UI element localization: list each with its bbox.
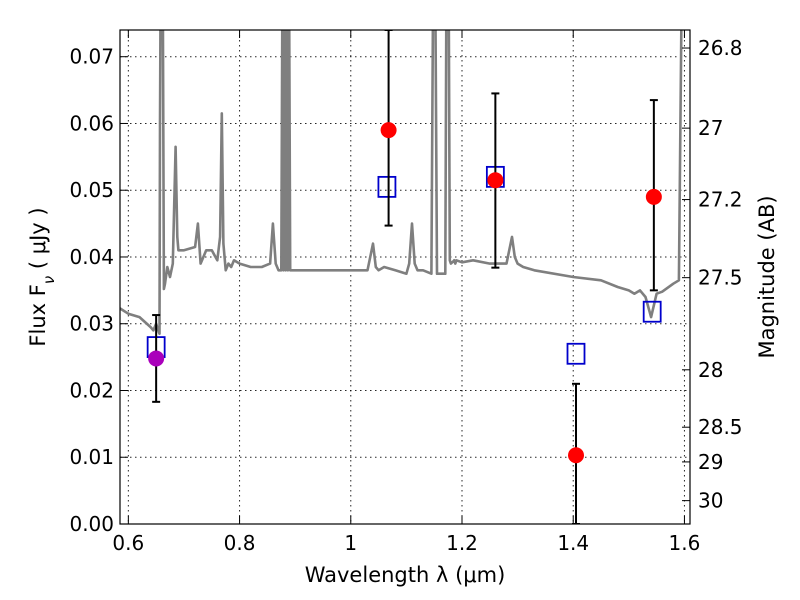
model-box — [566, 342, 586, 365]
right-tick-label: 27 — [698, 116, 723, 140]
right-tick-label: 27.2 — [698, 188, 743, 212]
model-box — [377, 175, 397, 198]
y-tick-label: 0.04 — [69, 245, 114, 269]
model-spectrum-line — [120, 30, 683, 336]
y-tick-label: 0.03 — [69, 312, 114, 336]
y-axis-left: 0.00 0.01 0.02 0.03 0.04 0.05 0.06 0.07 — [69, 45, 128, 536]
y-tick-label: 0.02 — [69, 378, 114, 402]
plot-frame — [119, 29, 691, 525]
x-tick-label: 1.6 — [669, 531, 701, 555]
y-tick-label: 0.07 — [69, 45, 114, 69]
y-tick-label: 0.01 — [69, 445, 114, 469]
x-axis-label: Wavelength λ (μm) — [305, 563, 506, 587]
x-tick-label: 1.2 — [446, 531, 478, 555]
observed-point — [568, 447, 584, 464]
y-axis-label-subscript: ν — [40, 276, 58, 284]
right-tick-label: 28 — [698, 358, 723, 382]
x-tick-label: 1 — [344, 531, 357, 555]
observed-point — [487, 172, 504, 189]
right-tick-label: 30 — [698, 489, 723, 513]
y-tick-label: 0.05 — [69, 178, 114, 202]
observed-points — [148, 122, 662, 464]
x-tick-label: 0.8 — [224, 531, 256, 555]
x-tick-label: 0.6 — [112, 531, 144, 555]
right-tick-label: 28.5 — [698, 415, 743, 439]
observed-point — [645, 188, 662, 205]
y-tick-label: 0.00 — [69, 512, 114, 536]
y-axis-label-unit: ( μJy ) — [26, 207, 50, 275]
x-tick-label: 1.4 — [557, 531, 589, 555]
y-axis-right: 26.8 27 27.2 27.5 28 28.5 29 30 — [682, 36, 743, 513]
right-tick-label: 29 — [698, 450, 723, 474]
y-axis-label-main: Flux F — [26, 284, 50, 346]
x-axis: 0.6 0.8 1 1.2 1.4 1.6 — [112, 30, 700, 555]
y-axis-right-label: Magnitude (AB) — [755, 195, 779, 358]
y-tick-label: 0.06 — [69, 111, 114, 135]
y-axis-label: Flux Fν ( μJy ) — [26, 207, 58, 346]
right-tick-label: 26.8 — [698, 36, 743, 60]
observed-point — [148, 350, 165, 367]
right-tick-label: 27.5 — [698, 266, 743, 290]
observed-point — [380, 122, 397, 139]
model-box — [642, 300, 662, 323]
